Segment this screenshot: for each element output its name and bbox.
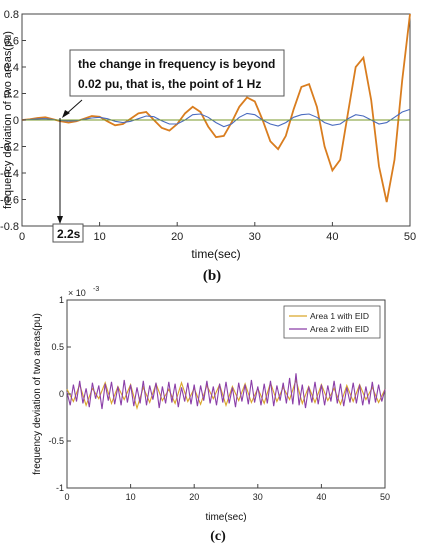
caption-b: (b): [203, 268, 221, 284]
x-axis-label-c: time(sec): [205, 512, 246, 523]
x-tick-group-b: 0 10 20 30 40 50: [19, 222, 416, 243]
y-tick-label-b: -0.6: [0, 194, 19, 206]
y-tick-label-b: -0.4: [0, 168, 19, 180]
x-tick-label-c: 40: [316, 492, 326, 502]
x-tick-group-c: 0 10 20 30 40 50: [64, 484, 390, 502]
legend-box: [283, 305, 381, 339]
y-scale-exponent-c: -3: [93, 286, 99, 293]
x-tick-label-b: 20: [171, 231, 183, 243]
y-axis-label-c: frequency deviation of two areas(pu): [32, 313, 43, 475]
y-tick-label-c: -0.5: [48, 436, 64, 446]
y-tick-label-b: -0.8: [0, 221, 19, 233]
y-axis-label-b: frequency deviation of two areas(pu): [2, 31, 14, 209]
annotation-arrowhead: [62, 110, 70, 118]
x-tick-label-b: 40: [326, 231, 338, 243]
x-tick-label-c: 10: [126, 492, 136, 502]
annotation-line-1: the change in frequency is beyond: [78, 57, 275, 71]
chart-c: 0 10 20 30 40 50 1 0.5 0 -0.5 -1 × 10 -3 Area 1 w…: [32, 286, 390, 544]
marker-arrowhead: [57, 216, 63, 224]
x-tick-label-b: 50: [404, 231, 416, 243]
y-tick-label-c: 0: [59, 389, 64, 399]
x-tick-label-b: 30: [249, 231, 261, 243]
y-tick-label-b: 0.8: [4, 9, 19, 21]
series-group-c: [66, 373, 386, 411]
y-tick-label-b: 0.6: [4, 35, 19, 47]
x-tick-label-b: 0: [19, 231, 25, 243]
series-line-c-2: [66, 373, 386, 410]
x-tick-label-c: 30: [253, 492, 263, 502]
y-tick-label-b: -0.2: [0, 141, 19, 153]
annotation-line-2: 0.02 pu, that is, the point of 1 Hz: [78, 77, 261, 91]
y-tick-label-c: 1: [59, 295, 64, 305]
y-tick-label-c: 0.5: [51, 342, 64, 352]
legend-label-area-2: Area 2 with EID: [310, 324, 369, 334]
chart-b: 0 10 20 30 40 50 0.8 0.6 0.4 0.2 0 -0.2 -0.4 -0.6 -0.…: [0, 9, 416, 284]
x-tick-label-b: 10: [93, 231, 105, 243]
marker-label: 2.2s: [57, 227, 81, 241]
y-tick-label-b: 0.2: [4, 88, 19, 100]
y-tick-label-c: -1: [56, 483, 64, 493]
y-tick-label-b: 0.4: [4, 62, 19, 74]
annotation-box: [69, 49, 285, 97]
y-tick-label-b: 0: [13, 115, 19, 127]
x-tick-label-c: 20: [189, 492, 199, 502]
x-tick-label-c: 50: [380, 492, 390, 502]
y-scale-label-c: × 10: [68, 288, 86, 298]
caption-c: (c): [210, 529, 226, 544]
marker-box: [52, 223, 84, 243]
y-tick-group-b: 0.8 0.6 0.4 0.2 0 -0.2 -0.4 -0.6 -0.8: [0, 9, 26, 233]
series-line-b-1: [21, 13, 411, 203]
x-axis-label-b: time(sec): [191, 247, 240, 261]
legend-c: Area 1 with EID Area 2 with EID: [283, 305, 381, 339]
legend-label-area-1: Area 1 with EID: [310, 311, 369, 321]
series-group-b: [21, 13, 411, 203]
x-tick-label-c: 0: [64, 492, 69, 502]
y-tick-group-c: 1 0.5 0 -0.5 -1: [48, 295, 71, 493]
